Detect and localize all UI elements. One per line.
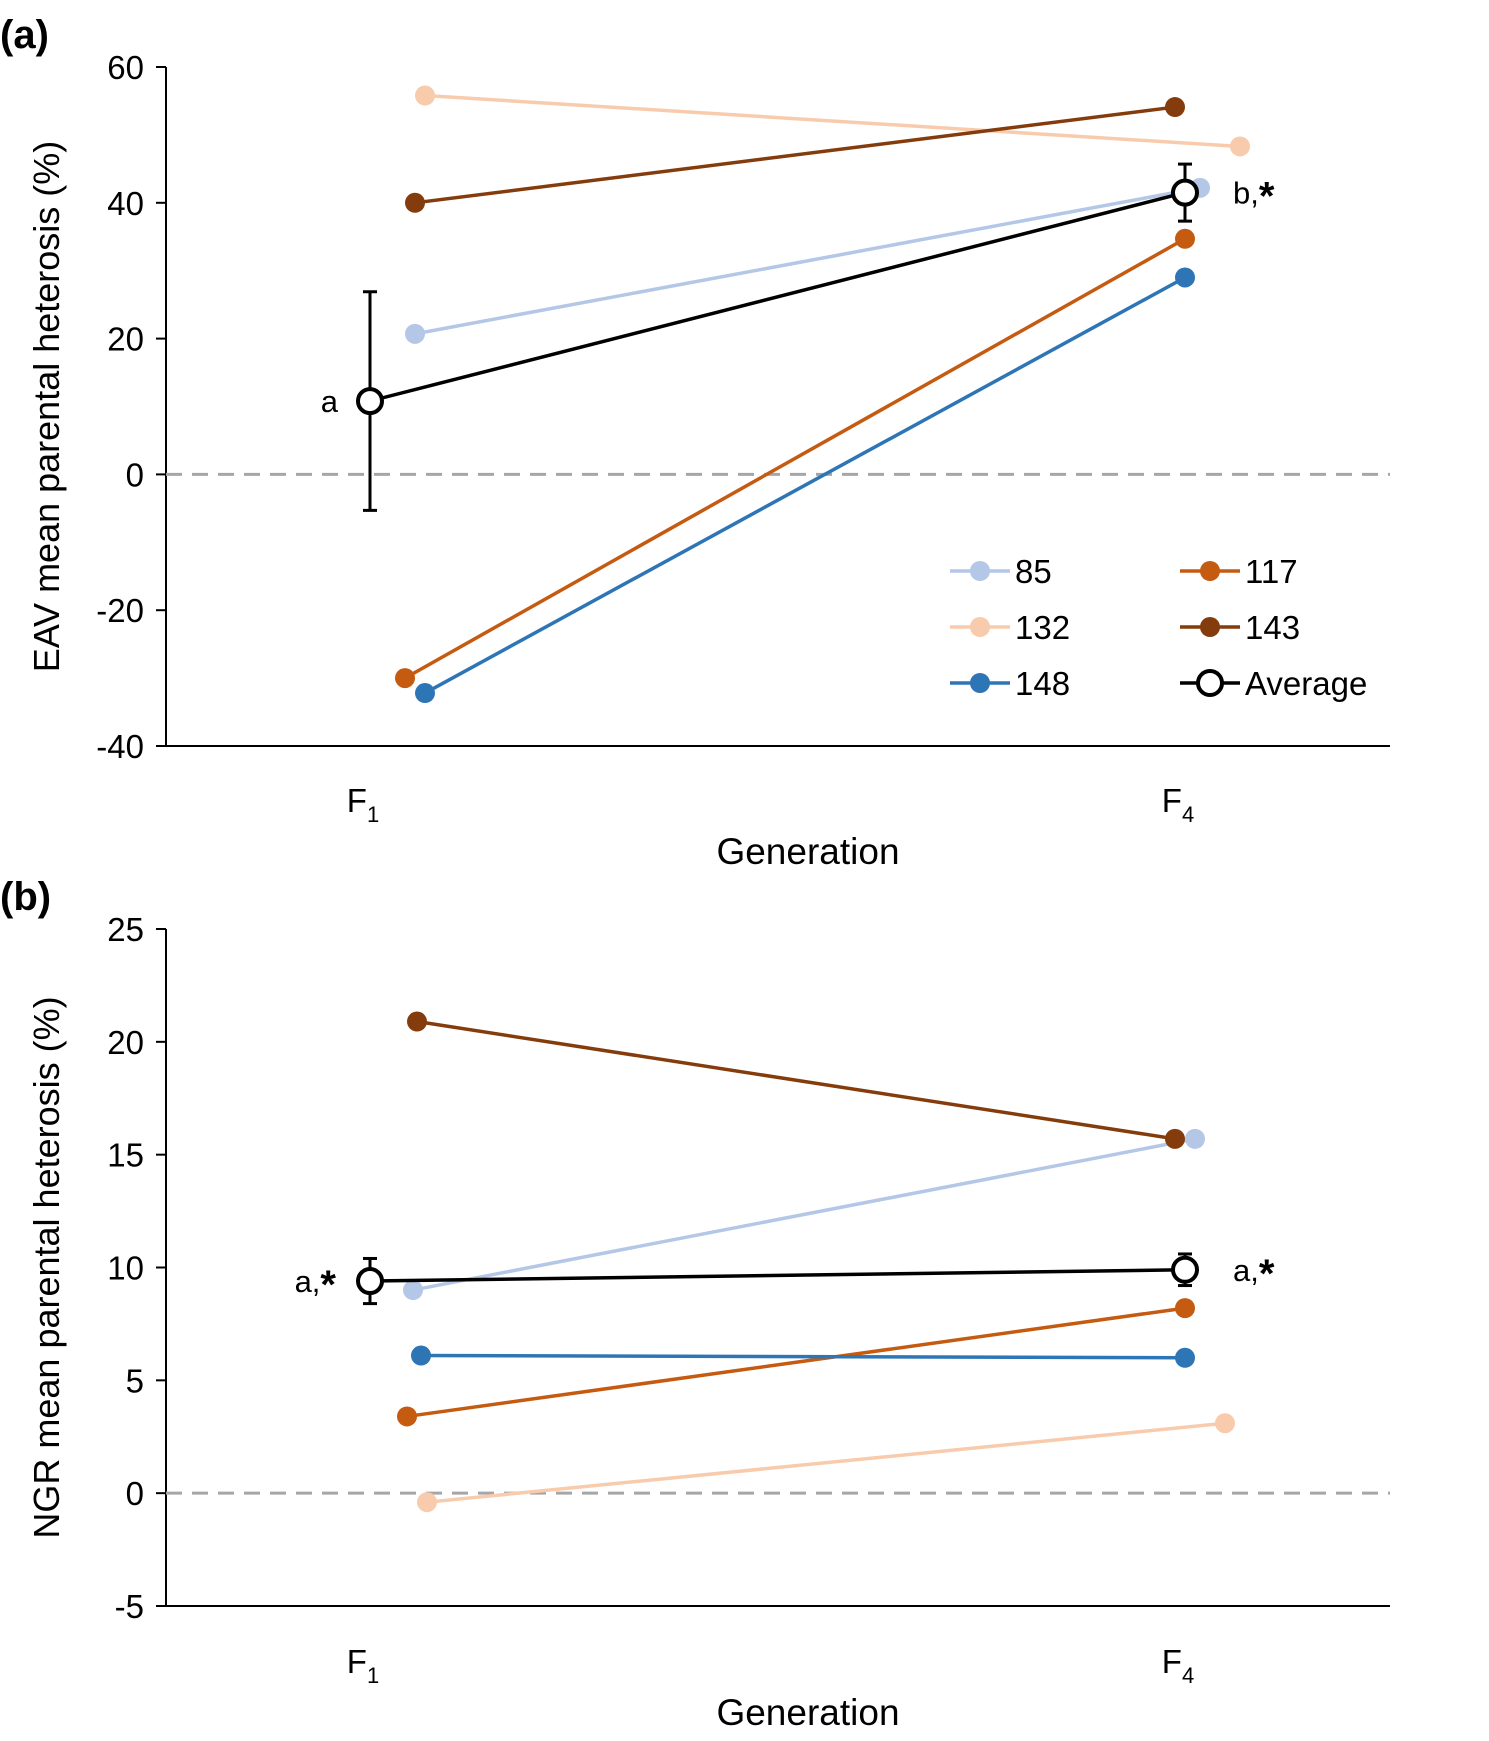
series-117-line xyxy=(404,237,1186,680)
significance-annotation: a,* xyxy=(1233,1252,1275,1296)
series-143-line xyxy=(416,1019,1176,1141)
legend-label: 117 xyxy=(1245,553,1298,590)
panel-b-group: (b) -5 0 5 10 15 20 25 NGR mean parental heteros… xyxy=(0,875,1390,1733)
x-axis-label: Generation xyxy=(716,831,899,872)
series-117-line xyxy=(406,1306,1186,1419)
legend-label: 148 xyxy=(1015,665,1070,702)
series-148-point xyxy=(1175,1347,1195,1368)
series-117-point xyxy=(1175,228,1195,249)
legend-label: 132 xyxy=(1015,609,1070,646)
y-axis-label: NGR mean parental heterosis (%) xyxy=(26,996,67,1538)
legend-label: Average xyxy=(1245,665,1367,702)
legend-swatch-marker xyxy=(1200,617,1220,637)
series-143-point xyxy=(1165,1128,1185,1149)
series-132-point xyxy=(1215,1413,1235,1434)
y-tick-label: 0 xyxy=(126,1475,144,1512)
series-average-point xyxy=(356,1267,384,1296)
series-average-point xyxy=(1171,178,1199,207)
series-143-line xyxy=(414,105,1176,205)
series-average-point xyxy=(1171,1255,1199,1284)
series-average-line xyxy=(369,1268,1186,1283)
panel-label: (b) xyxy=(0,875,51,919)
series-117-point xyxy=(395,668,415,689)
series-132-point xyxy=(415,85,435,106)
series-148-line xyxy=(420,1353,1186,1360)
series-average-line xyxy=(369,190,1186,403)
x-tick-label: F1 xyxy=(347,782,379,827)
series-average-point xyxy=(356,387,384,416)
series-143-point xyxy=(407,1011,427,1032)
legend-swatch-marker xyxy=(1196,669,1224,697)
series-148-point xyxy=(415,683,435,704)
significance-annotation: a,* xyxy=(295,1263,337,1307)
y-tick-label: 5 xyxy=(126,1362,144,1399)
series-148-point xyxy=(1175,267,1195,288)
legend-label: 85 xyxy=(1015,553,1052,590)
series-132-point xyxy=(1230,136,1250,157)
y-tick-label: 60 xyxy=(107,49,144,86)
legend-swatch-marker xyxy=(970,617,990,637)
series-132-line xyxy=(424,93,1241,149)
y-tick-label: 0 xyxy=(126,456,144,493)
series-85-line xyxy=(412,1137,1196,1292)
y-tick-label: -40 xyxy=(96,728,144,765)
series-148-line xyxy=(424,275,1186,695)
y-tick-label: 15 xyxy=(107,1137,144,1174)
x-tick-label: F4 xyxy=(1162,782,1194,827)
y-tick-label: 10 xyxy=(107,1250,144,1287)
y-tick-label: -5 xyxy=(115,1588,144,1625)
y-tick-label: -20 xyxy=(96,592,144,629)
x-tick-label: F4 xyxy=(1162,1643,1194,1688)
series-143-point xyxy=(1165,97,1185,118)
panel-label: (a) xyxy=(0,13,49,57)
y-tick-label: 20 xyxy=(107,1024,144,1061)
legend-label: 143 xyxy=(1245,609,1300,646)
series-85-point xyxy=(403,1280,423,1301)
y-tick-label: 25 xyxy=(107,911,144,948)
y-tick-label: 40 xyxy=(107,185,144,222)
x-tick-label: F1 xyxy=(347,1643,379,1688)
series-143-point xyxy=(405,192,425,213)
series-85-line xyxy=(414,186,1201,336)
legend-swatch-marker xyxy=(1200,561,1220,581)
series-85-point xyxy=(405,323,425,344)
legend-swatch-marker xyxy=(970,673,990,693)
legend: 85 117 132 143 148 Average xyxy=(950,553,1367,702)
series-117-point xyxy=(1175,1298,1195,1319)
significance-annotation: b,* xyxy=(1233,175,1275,219)
significance-annotation: a xyxy=(321,384,339,419)
panel-a-group: (a) -40 -20 0 20 40 60 EAV mean parental hetero… xyxy=(0,13,1390,872)
y-axis-label: EAV mean parental heterosis (%) xyxy=(26,141,67,673)
legend-swatch-marker xyxy=(970,561,990,581)
series-132-point xyxy=(417,1492,437,1513)
x-axis-label: Generation xyxy=(716,1692,899,1733)
series-132-line xyxy=(426,1421,1226,1504)
series-117-point xyxy=(397,1406,417,1427)
series-85-point xyxy=(1185,1128,1205,1149)
series-148-point xyxy=(411,1345,431,1366)
y-tick-label: 20 xyxy=(107,321,144,358)
